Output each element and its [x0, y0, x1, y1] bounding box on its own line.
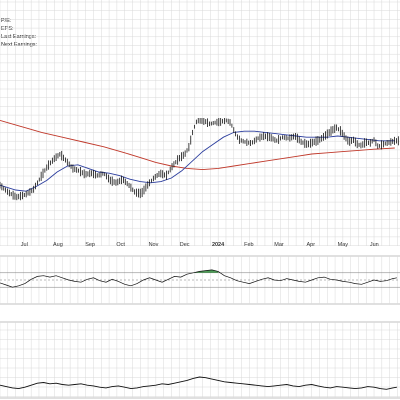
x-tick-label: 2024 [212, 242, 225, 248]
x-tick-label: Apr [306, 242, 315, 248]
oscillator-overbought-fill [193, 269, 219, 273]
oscillator-panel-border [0, 255, 400, 305]
oscillator-line [0, 269, 397, 288]
ma-long-line [0, 119, 395, 171]
x-tick-label: Feb [244, 242, 253, 248]
x-tick-label: Sep [85, 242, 95, 248]
ma-short-line [0, 130, 395, 192]
lower-grid [0, 322, 400, 398]
eps-label: EPS: [1, 26, 14, 32]
x-tick-label: Mar [274, 242, 284, 248]
lower-indicator-line [0, 376, 397, 390]
lower-panel [0, 321, 400, 399]
next-earnings-label: Next Earnings: [1, 42, 38, 48]
x-axis-labels: Jul Aug Sep Oct Nov Dec 2024 Feb Mar Apr May Jun [21, 242, 379, 248]
price-bars [0, 118, 399, 201]
x-tick-label: Dec [180, 242, 190, 248]
lower-panel-border [0, 321, 400, 399]
x-tick-label: Jul [21, 242, 28, 248]
x-tick-label: Oct [116, 242, 125, 248]
oscillator-panel [0, 255, 400, 305]
x-tick-label: Jun [370, 242, 379, 248]
price-panel [0, 0, 400, 246]
x-tick-label: May [338, 242, 349, 248]
oscillator-reference-lines [0, 272, 400, 288]
info-block: P/E: EPS: Last Earnings: Next Earnings: [1, 18, 38, 48]
x-tick-label: Nov [149, 242, 159, 248]
pe-label: P/E: [1, 18, 12, 24]
x-tick-label: Aug [53, 242, 63, 248]
price-grid [0, 0, 400, 246]
